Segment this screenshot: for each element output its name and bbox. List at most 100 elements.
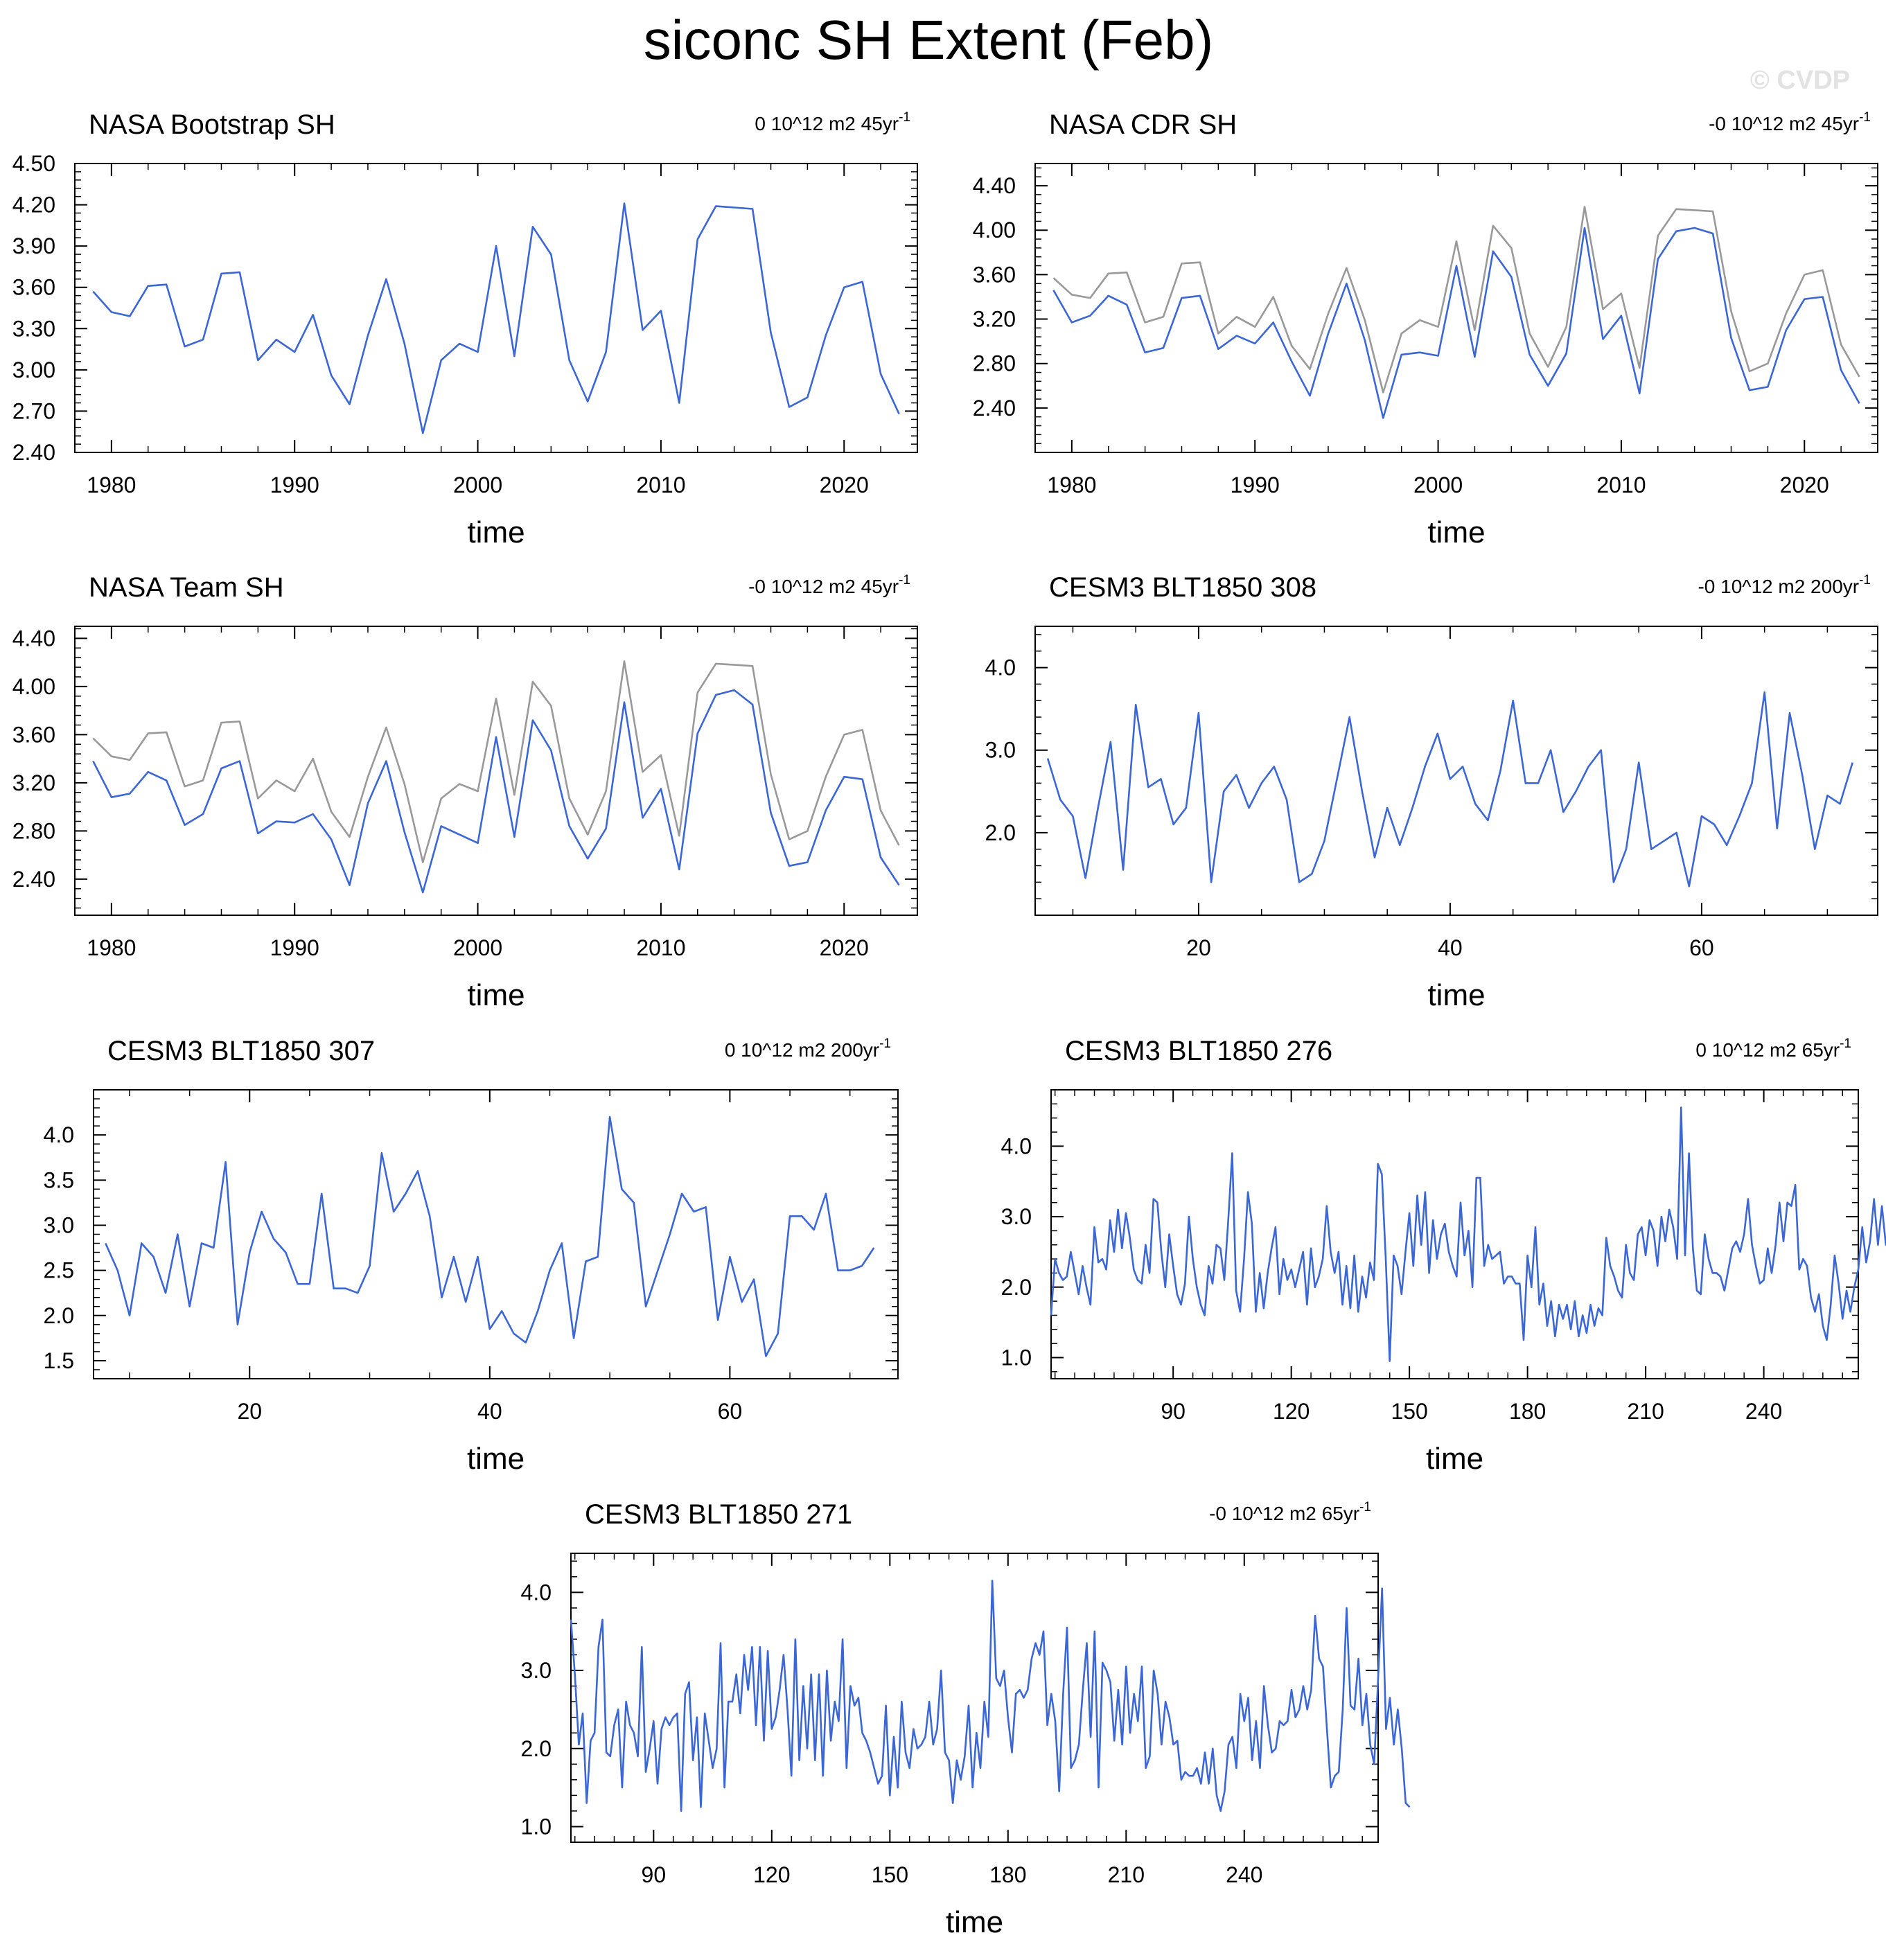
y-tick-label: 3.0 [44,1212,74,1237]
y-tick-label: 1.0 [521,1814,552,1839]
chart-panel: CESM3 BLT1850 276 0 10^12 m2 65yr-1 90 120 1… [1001,1036,1886,1476]
x-axis-label: time [1427,515,1485,549]
chart-annotation: -0 10^12 m2 45yr-1 [748,573,910,597]
y-tick-label: 3.0 [521,1658,552,1683]
plot-frame [74,163,918,453]
x-tick-label: 180 [989,1862,1026,1887]
y-tick-label: 2.0 [44,1303,74,1328]
chart-annotation: 0 10^12 m2 65yr-1 [1695,1036,1851,1061]
annotation-text: -0 10^12 m2 45yr [1709,113,1859,134]
data-series-line [92,202,900,434]
annotation-text: 0 10^12 m2 65yr [1695,1039,1840,1061]
y-tick-label: 4.0 [985,655,1016,680]
chart-annotation: 0 10^12 m2 45yr-1 [755,110,910,134]
x-tick-label: 40 [1438,935,1463,960]
x-tick-label: 90 [642,1862,667,1887]
y-tick-label: 2.0 [521,1736,552,1761]
y-tick-label: 4.00 [973,218,1016,242]
chart-panel: NASA Team SH -0 10^12 m2 45yr-1 1980 1990 20… [12,572,918,1012]
x-tick-label: 2010 [636,473,685,497]
x-tick-label: 2000 [453,935,502,960]
annotation-text: -0 10^12 m2 45yr [748,576,899,597]
annotation-text: -0 10^12 m2 65yr [1209,1503,1359,1524]
x-tick-label: 120 [1273,1399,1310,1424]
chart-title: NASA Team SH [89,572,284,603]
x-tick-label: 1980 [87,935,136,960]
x-tick-label: 90 [1161,1399,1186,1424]
plot-frame [570,1553,1379,1843]
y-tick-label: 3.00 [12,357,55,382]
x-axis-label: time [467,1442,525,1476]
y-tick-label: 3.20 [12,770,55,795]
y-tick-label: 3.20 [973,307,1016,332]
y-tick-label: 1.5 [44,1348,74,1373]
obs-series-line [92,660,900,863]
annotation-exponent: -1 [1859,573,1871,588]
x-tick-label: 2010 [1596,473,1646,497]
x-tick-label: 210 [1627,1399,1664,1424]
y-tick-label: 2.40 [12,867,55,892]
y-tick-label: 2.40 [973,396,1016,421]
y-tick-label: 2.0 [1001,1275,1032,1300]
x-tick-label: 1980 [87,473,136,497]
x-tick-label: 150 [1391,1399,1427,1424]
y-tick-label: 3.60 [12,275,55,300]
y-tick-label: 4.0 [521,1580,552,1605]
y-tick-label: 3.60 [12,722,55,747]
x-axis-label: time [946,1905,1003,1939]
x-tick-label: 2020 [820,473,869,497]
x-tick-label: 2000 [1413,473,1463,497]
annotation-exponent: -1 [879,1036,891,1051]
y-tick-label: 4.20 [12,193,55,218]
data-series-line [105,1115,875,1357]
x-tick-label: 60 [718,1399,743,1424]
x-tick-label: 150 [872,1862,908,1887]
y-tick-label: 1.0 [1001,1345,1032,1370]
x-tick-label: 20 [1186,935,1211,960]
x-axis-label: time [1426,1442,1483,1476]
annotation-text: 0 10^12 m2 45yr [755,113,899,134]
data-series-line [1046,691,1853,888]
x-tick-label: 180 [1509,1399,1546,1424]
x-axis-label: time [1427,978,1485,1012]
y-tick-label: 3.90 [12,233,55,258]
x-tick-label: 120 [753,1862,790,1887]
figure-title: siconc SH Extent (Feb) [644,9,1214,71]
y-tick-label: 4.0 [44,1122,74,1147]
x-tick-label: 60 [1689,935,1714,960]
y-tick-label: 3.5 [44,1167,74,1192]
annotation-exponent: -1 [1359,1500,1371,1515]
x-tick-label: 1990 [1231,473,1280,497]
chart-panel: CESM3 BLT1850 308 -0 10^12 m2 200yr-1 20 40… [985,572,1878,1012]
chart-title: CESM3 BLT1850 307 [107,1036,375,1066]
chart-title: NASA Bootstrap SH [89,109,335,140]
data-series-line [92,689,900,894]
y-tick-label: 4.00 [12,674,55,699]
x-axis-label: time [467,978,525,1012]
data-series-line [1052,227,1860,419]
x-tick-label: 40 [477,1399,502,1424]
annotation-exponent: -1 [1859,110,1871,125]
y-tick-label: 2.5 [44,1258,74,1283]
plot-frame [1034,163,1878,453]
chart-annotation: -0 10^12 m2 65yr-1 [1209,1500,1371,1524]
y-tick-label: 2.40 [12,440,55,465]
y-tick-label: 4.40 [973,173,1016,198]
data-series-line [570,1580,1411,1812]
watermark: © CVDP [1750,66,1850,95]
chart-panel: CESM3 BLT1850 271 -0 10^12 m2 65yr-1 90 120… [521,1499,1411,1939]
chart-annotation: -0 10^12 m2 200yr-1 [1698,573,1871,597]
chart-annotation: -0 10^12 m2 45yr-1 [1709,110,1871,134]
y-tick-label: 2.70 [12,398,55,423]
y-tick-label: 3.30 [12,316,55,341]
x-tick-label: 1980 [1047,473,1096,497]
x-tick-label: 240 [1745,1399,1782,1424]
x-tick-label: 2020 [1780,473,1829,497]
annotation-text: 0 10^12 m2 200yr [725,1039,879,1061]
y-tick-label: 2.0 [985,820,1016,845]
chart-panel: NASA CDR SH -0 10^12 m2 45yr-1 1980 1990 200… [973,109,1878,549]
y-tick-label: 2.80 [973,351,1016,376]
x-axis-label: time [467,515,525,549]
